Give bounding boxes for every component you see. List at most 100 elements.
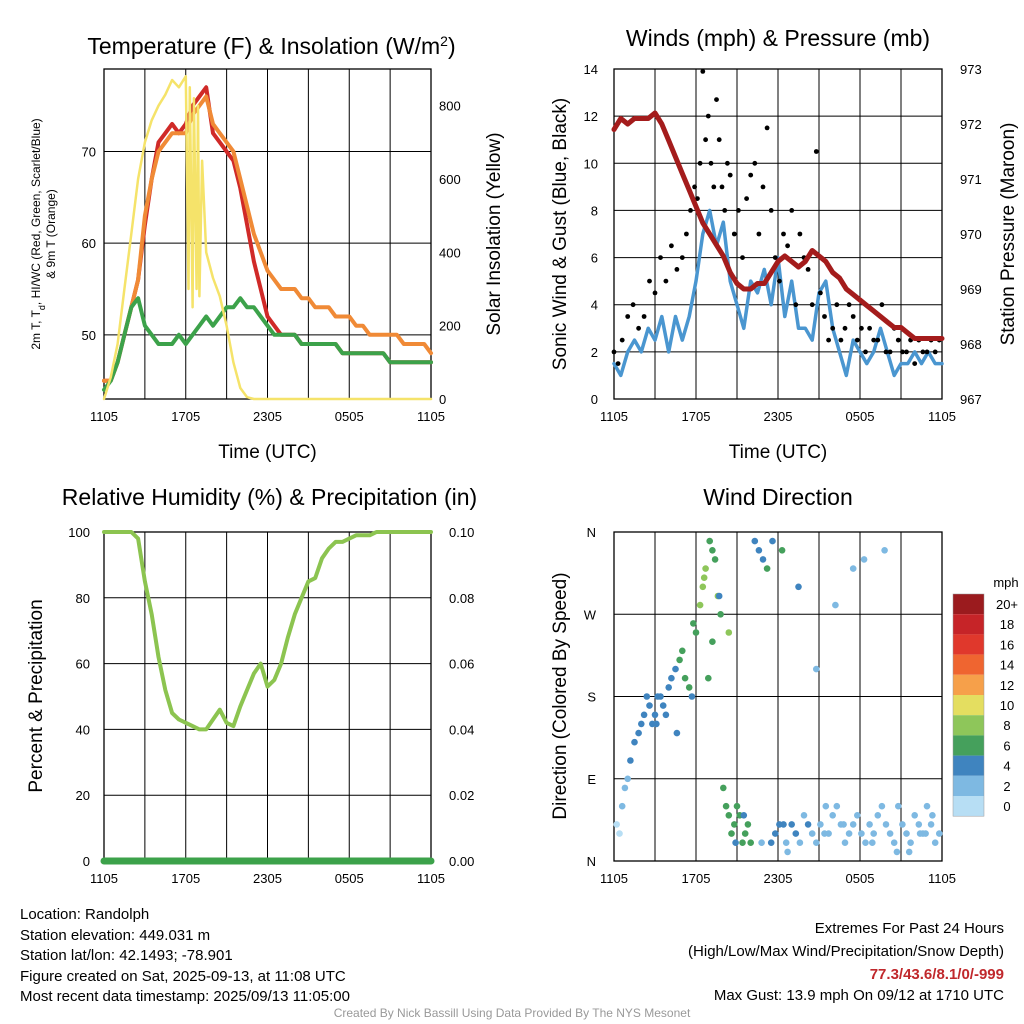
dir-point bbox=[751, 537, 759, 545]
dir-point bbox=[688, 693, 696, 700]
dir-point bbox=[782, 839, 790, 846]
wind-gust-point bbox=[793, 302, 799, 308]
dir-point bbox=[668, 674, 675, 682]
dir-point bbox=[795, 583, 802, 591]
dir-point bbox=[922, 830, 929, 837]
dir-point bbox=[778, 547, 786, 554]
dir-point bbox=[899, 821, 906, 828]
dir-point bbox=[817, 821, 824, 828]
dir-point bbox=[792, 830, 800, 837]
wind-gust-point bbox=[708, 160, 714, 166]
rh-ytick-label: 60 bbox=[76, 657, 90, 672]
temp-ytick-right-label: 600 bbox=[439, 172, 461, 187]
dir-point bbox=[869, 839, 876, 846]
rh-ytick-label: 100 bbox=[68, 525, 90, 540]
legend-swatch bbox=[953, 796, 984, 817]
dir-point bbox=[755, 547, 763, 554]
dir-point bbox=[725, 812, 733, 819]
wind-gust-point bbox=[703, 137, 708, 143]
wind-gust-point bbox=[725, 160, 730, 166]
dir-xtick-label: 0505 bbox=[846, 871, 875, 886]
dir-point bbox=[931, 839, 939, 846]
station-info: Location: Randolph Station elevation: 44… bbox=[20, 905, 350, 1008]
wind-gust-point bbox=[879, 302, 885, 308]
dir-point bbox=[732, 839, 739, 846]
rh-ytick-right-label: 0.10 bbox=[449, 525, 474, 540]
dir-point bbox=[690, 620, 697, 627]
dir-point bbox=[860, 556, 868, 563]
dir-title: Wind Direction bbox=[703, 484, 853, 510]
dir-point bbox=[759, 556, 767, 563]
dir-point bbox=[631, 738, 638, 746]
dir-point bbox=[681, 674, 689, 682]
dir-point bbox=[733, 802, 741, 810]
dir-ytick-label: W bbox=[584, 607, 597, 622]
dir-point bbox=[767, 839, 775, 846]
dir-point bbox=[699, 583, 707, 591]
rh-ytick-label: 40 bbox=[76, 722, 90, 737]
legend-swatch bbox=[953, 695, 984, 716]
legend-swatch bbox=[953, 755, 984, 776]
wind-ytick-right-label: 967 bbox=[960, 392, 982, 407]
dir-point bbox=[747, 839, 754, 846]
dir-point bbox=[740, 812, 748, 819]
location-text: Location: Randolph bbox=[20, 906, 150, 923]
wind-gust-point bbox=[727, 172, 733, 178]
dir-point bbox=[813, 839, 820, 846]
dir-point bbox=[936, 830, 943, 837]
wind-gust-point bbox=[692, 184, 697, 190]
wind-gust-point bbox=[854, 337, 860, 343]
wind-gust-point bbox=[711, 184, 717, 190]
temp-ytick-right-label: 200 bbox=[439, 319, 461, 334]
wind-gust-point bbox=[830, 325, 836, 331]
dir-point bbox=[893, 848, 901, 856]
legend-label: 0 bbox=[1003, 799, 1010, 814]
temp-ytick-label: 50 bbox=[82, 328, 96, 343]
wind-gust-point bbox=[785, 243, 790, 249]
dir-point bbox=[728, 830, 735, 837]
rh-xtick-label: 1105 bbox=[90, 871, 118, 886]
wind-gust-point bbox=[619, 337, 625, 343]
rh-ytick-label: 0 bbox=[83, 854, 90, 869]
dir-point bbox=[744, 821, 752, 828]
wind-gust-point bbox=[752, 160, 758, 166]
temp-ytick-label: 70 bbox=[82, 145, 96, 160]
wind-ytick-right-label: 968 bbox=[960, 337, 982, 352]
wind-gust-point bbox=[887, 349, 893, 355]
wind-gust-point bbox=[875, 337, 881, 343]
rh-xtick-label: 2305 bbox=[253, 871, 282, 886]
dir-point bbox=[700, 574, 708, 581]
wind-gust-point bbox=[679, 255, 685, 260]
dir-point bbox=[916, 830, 924, 837]
wind-ytick-right-label: 973 bbox=[960, 62, 982, 77]
temp-frame: 1105 1705 2305 0505 1105 50 60 70 0 200 400 600 800 T… bbox=[29, 33, 505, 463]
dir-xtick-label: 1105 bbox=[928, 871, 956, 886]
dir-point bbox=[854, 812, 861, 819]
wind-ytick-label: 10 bbox=[584, 156, 598, 171]
temp-xtick-label: 1105 bbox=[90, 409, 118, 424]
dir-point bbox=[763, 565, 771, 572]
rh-ytick-right-label: 0.06 bbox=[449, 657, 474, 672]
dir-point bbox=[662, 711, 670, 719]
dir-point bbox=[705, 674, 712, 682]
legend-swatch bbox=[953, 715, 984, 736]
dir-point bbox=[886, 830, 894, 837]
rh-ylabel: Percent & Precipitation bbox=[26, 599, 47, 792]
wind-gust-point bbox=[615, 361, 621, 366]
wind-gust-point bbox=[822, 314, 827, 319]
dir-point bbox=[840, 821, 847, 828]
dir-point bbox=[841, 839, 849, 846]
extremes-title: Extremes For Past 24 Hours bbox=[814, 920, 1004, 937]
dir-ytick-label: E bbox=[587, 772, 596, 787]
dir-point bbox=[870, 830, 877, 837]
wind-gust-point bbox=[716, 137, 722, 143]
legend-swatch bbox=[953, 634, 984, 655]
extremes-values: 77.3/43.6/8.1/0/-999 bbox=[869, 966, 1004, 983]
temp-ylabel-sub: d bbox=[37, 305, 47, 310]
wind-frame: 1105 1705 2305 0505 110502468101214967968969… bbox=[550, 25, 1019, 463]
dir-point bbox=[788, 821, 795, 828]
legend-label: 20+ bbox=[996, 597, 1018, 612]
wind-xtick-label: 1705 bbox=[682, 409, 711, 424]
wind-gust-point bbox=[924, 349, 930, 355]
dir-point bbox=[651, 711, 659, 719]
